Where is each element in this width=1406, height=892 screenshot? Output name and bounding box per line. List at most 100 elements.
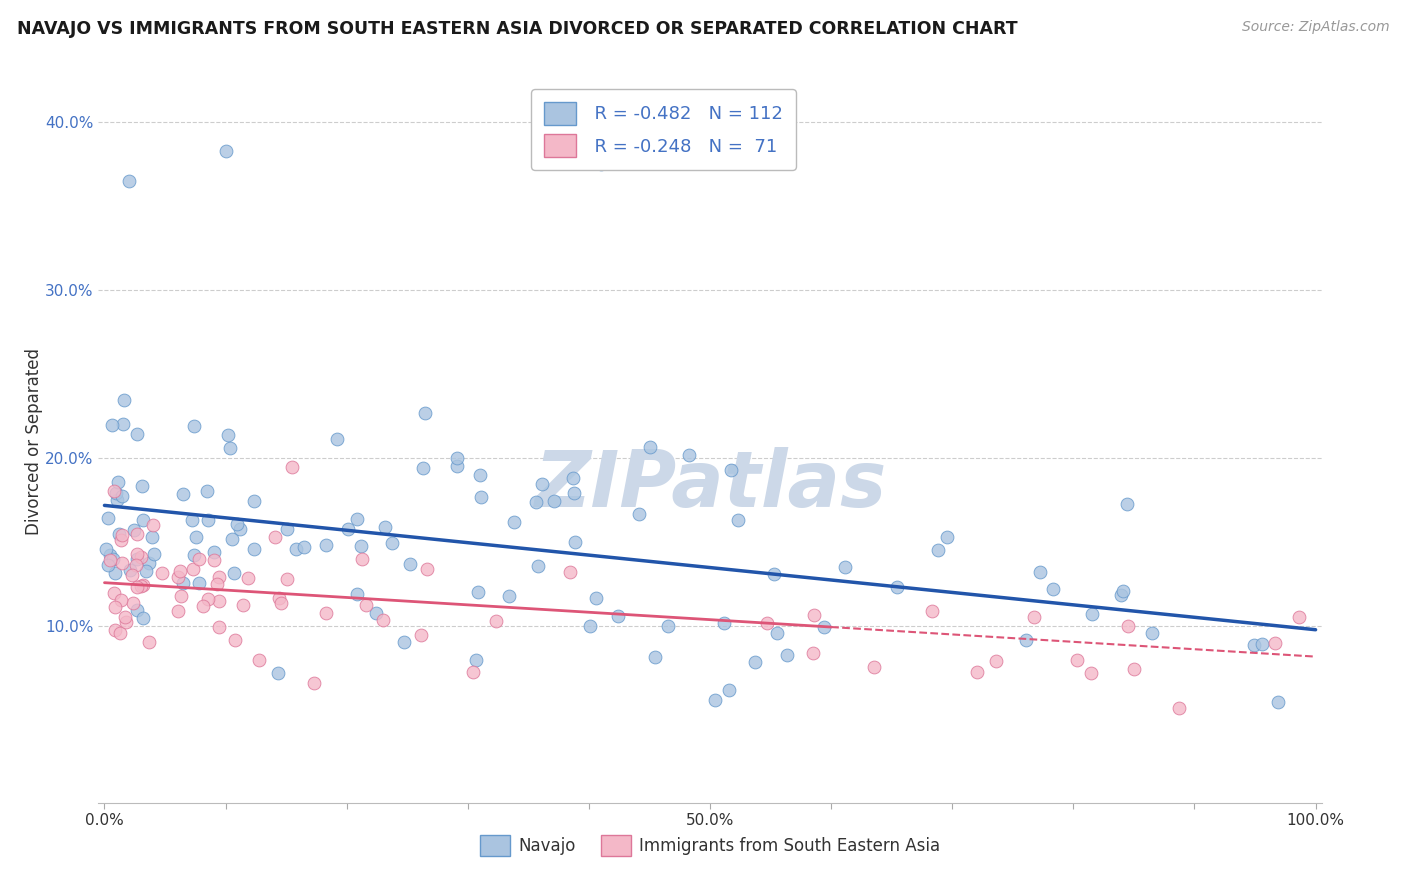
Point xyxy=(412,461,434,475)
Point xyxy=(243,541,266,556)
Point xyxy=(125,603,148,617)
Point xyxy=(502,515,524,529)
Point xyxy=(132,513,155,527)
Point xyxy=(111,556,134,570)
Point xyxy=(399,557,422,571)
Point xyxy=(114,610,136,624)
Text: Source: ZipAtlas.com: Source: ZipAtlas.com xyxy=(1241,20,1389,34)
Point xyxy=(579,619,602,633)
Point xyxy=(108,625,131,640)
Point xyxy=(267,665,290,680)
Point xyxy=(243,494,266,508)
Point xyxy=(834,560,856,574)
Point xyxy=(498,589,520,603)
Point xyxy=(585,591,607,606)
Point xyxy=(326,433,349,447)
Point xyxy=(1123,662,1146,676)
Point xyxy=(704,692,727,706)
Y-axis label: Divorced or Separated: Divorced or Separated xyxy=(25,348,44,535)
Point xyxy=(464,653,486,667)
Point xyxy=(107,527,129,541)
Point xyxy=(167,604,190,618)
Point xyxy=(762,566,785,581)
Point xyxy=(1250,637,1272,651)
Point xyxy=(467,585,489,599)
Point xyxy=(543,493,565,508)
Point xyxy=(589,157,612,171)
Point xyxy=(138,556,160,570)
Point xyxy=(267,591,290,606)
Point xyxy=(98,548,121,562)
Point xyxy=(337,522,360,536)
Point xyxy=(111,417,134,431)
Point xyxy=(120,563,142,577)
Point xyxy=(208,570,231,584)
Point xyxy=(302,676,325,690)
Point xyxy=(111,490,134,504)
Point xyxy=(132,611,155,625)
Point xyxy=(720,463,742,477)
Point xyxy=(104,566,127,580)
Point xyxy=(1116,618,1139,632)
Point xyxy=(1111,583,1133,598)
Point xyxy=(187,575,209,590)
Point xyxy=(104,623,127,637)
Point xyxy=(381,536,404,550)
Point xyxy=(172,487,194,501)
Point xyxy=(197,592,219,607)
Point xyxy=(197,513,219,527)
Point xyxy=(678,448,700,462)
Point xyxy=(986,654,1008,668)
Point xyxy=(97,511,120,525)
Point xyxy=(110,592,132,607)
Point xyxy=(1264,635,1286,649)
Point xyxy=(236,571,259,585)
Point xyxy=(118,174,141,188)
Point xyxy=(718,682,741,697)
Point xyxy=(101,417,124,432)
Point xyxy=(627,507,650,521)
Point xyxy=(232,599,254,613)
Point xyxy=(183,418,205,433)
Point xyxy=(276,522,298,536)
Point xyxy=(129,549,152,564)
Point xyxy=(1115,497,1137,511)
Legend: Navajo, Immigrants from South Eastern Asia: Navajo, Immigrants from South Eastern As… xyxy=(474,829,946,863)
Point xyxy=(606,609,628,624)
Point xyxy=(208,620,231,634)
Point xyxy=(224,566,246,580)
Point xyxy=(217,427,239,442)
Point xyxy=(531,477,554,491)
Point xyxy=(221,532,243,546)
Point xyxy=(346,587,368,601)
Point xyxy=(1042,582,1064,596)
Point xyxy=(713,615,735,630)
Point xyxy=(110,533,132,547)
Point xyxy=(129,579,152,593)
Point xyxy=(111,527,134,541)
Point xyxy=(350,552,373,566)
Point xyxy=(101,551,124,566)
Point xyxy=(1066,653,1088,667)
Point xyxy=(202,545,225,559)
Text: ZIPatlas: ZIPatlas xyxy=(534,447,886,523)
Point xyxy=(927,542,949,557)
Point xyxy=(461,665,484,679)
Point xyxy=(564,535,586,549)
Point xyxy=(1142,625,1164,640)
Point xyxy=(142,547,165,561)
Point xyxy=(195,483,218,498)
Point xyxy=(264,530,287,544)
Point xyxy=(180,513,202,527)
Point xyxy=(415,562,437,576)
Point xyxy=(229,523,252,537)
Point xyxy=(131,479,153,493)
Point xyxy=(813,620,835,634)
Point xyxy=(127,427,149,442)
Point xyxy=(121,567,143,582)
Point xyxy=(205,577,228,591)
Point xyxy=(392,634,415,648)
Point xyxy=(1080,665,1102,680)
Point xyxy=(638,440,661,454)
Point xyxy=(125,547,148,561)
